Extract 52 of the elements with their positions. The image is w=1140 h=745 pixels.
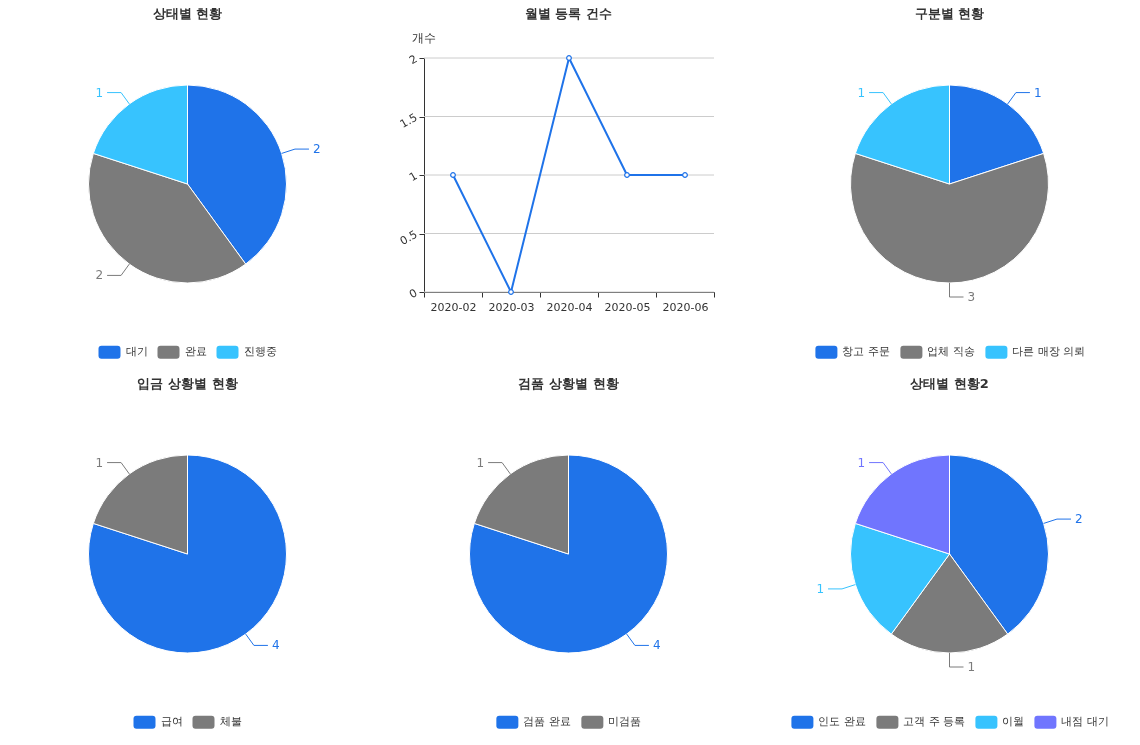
x-tick-label: 2020-02 <box>430 300 477 314</box>
data-label: 1 <box>1033 85 1042 100</box>
legend-label: 창고 주문 <box>842 345 890 359</box>
x-tick-label: 2020-06 <box>662 300 709 314</box>
y-tick-label: 2 <box>406 52 420 68</box>
chart-title: 월별 등록 건수 <box>524 6 613 21</box>
data-label: 1 <box>95 455 104 470</box>
pie-slice <box>88 454 287 654</box>
chart-title: 상태별 현황2 <box>910 376 989 391</box>
legend-label: 업체 직송 <box>927 345 975 359</box>
legend-label: 고객 주 등록 <box>903 715 966 729</box>
y-tick-label: 1.5 <box>397 110 420 131</box>
x-tick-label: 2020-03 <box>488 300 535 314</box>
x-tick-label: 2020-05 <box>604 300 651 314</box>
legend-label: 미검품 <box>608 715 642 729</box>
y-tick-label: 0.5 <box>397 227 420 248</box>
data-label: 1 <box>816 581 825 596</box>
legend-label: 급여 <box>160 715 183 729</box>
data-label: 2 <box>312 142 321 157</box>
data-label: 1 <box>476 455 485 470</box>
legend-label: 검품 완료 <box>523 715 571 729</box>
data-label: 1 <box>857 85 866 100</box>
y-tick-label: 0 <box>406 286 420 302</box>
data-label: 4 <box>271 638 280 653</box>
legend-label: 진행중 <box>243 345 277 359</box>
point <box>450 172 456 178</box>
data-label: 2 <box>1074 512 1083 527</box>
chart-title: 구분별 현황 <box>914 6 985 21</box>
point <box>682 172 688 178</box>
legend-label: 체불 <box>219 715 242 729</box>
legend-label: 완료 <box>184 345 207 359</box>
pie-slice <box>469 454 668 654</box>
y-tick-label: 1 <box>406 169 420 185</box>
legend-label: 이월 <box>1002 715 1025 729</box>
point <box>624 172 630 178</box>
legend-label: 내점 대기 <box>1061 715 1109 729</box>
data-label: 4 <box>652 638 661 653</box>
point <box>566 55 572 61</box>
y-axis-title: 개수 <box>411 30 436 45</box>
chart-title: 검품 상황별 현황 <box>518 376 619 391</box>
chart-title: 상태별 현황 <box>152 6 223 21</box>
data-label: 1 <box>857 455 866 470</box>
x-tick-label: 2020-04 <box>546 300 593 314</box>
data-label: 1 <box>967 660 976 674</box>
legend-label: 다른 매장 의뢰 <box>1012 345 1086 359</box>
data-label: 2 <box>95 268 104 283</box>
legend-label: 대기 <box>125 345 148 359</box>
data-label: 3 <box>967 290 976 304</box>
legend-label: 인도 완료 <box>818 715 866 729</box>
chart-title: 입금 상황별 현황 <box>137 376 238 391</box>
data-label: 1 <box>95 85 104 100</box>
point <box>508 289 514 295</box>
